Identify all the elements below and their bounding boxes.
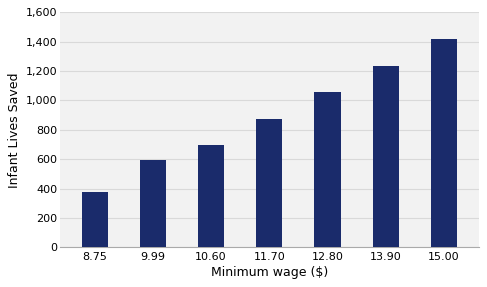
Bar	[256, 119, 282, 247]
Bar	[140, 160, 166, 247]
Bar	[82, 191, 108, 247]
X-axis label: Minimum wage ($): Minimum wage ($)	[211, 266, 328, 279]
Bar	[431, 39, 457, 247]
Bar	[373, 66, 399, 247]
Y-axis label: Infant Lives Saved: Infant Lives Saved	[8, 72, 21, 188]
Bar	[315, 92, 340, 247]
Bar	[198, 145, 224, 247]
